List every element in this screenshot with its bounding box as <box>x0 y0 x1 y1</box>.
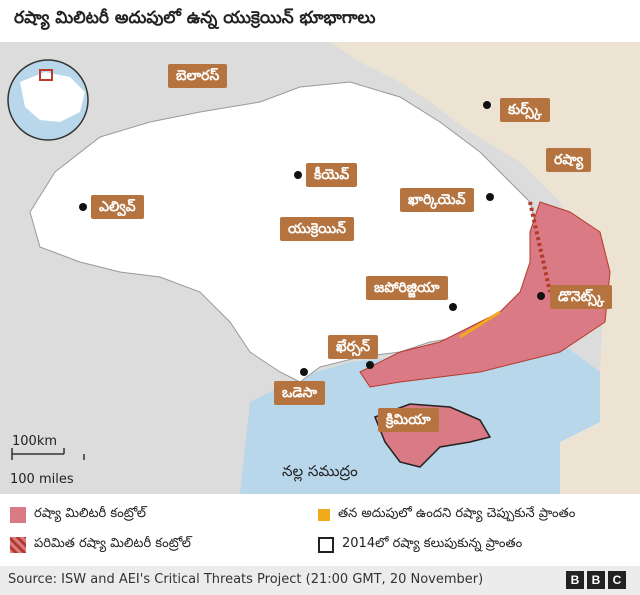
legend-partial: పరిమిత రష్యా మిలిటరీ కంట్రోల్ <box>10 536 191 554</box>
source-text: Source: ISW and AEI's Critical Threats P… <box>8 572 484 587</box>
legend-2014-swatch <box>318 537 334 553</box>
map: బెలారస్ కుర్స్క్ రష్యా కీయెవ్ ఖార్కియెవ్… <box>0 42 640 494</box>
locator-highlight <box>39 69 53 81</box>
label-zaporizhzhia: జపోరిజ్జియా <box>366 276 448 300</box>
legend-control-swatch <box>10 507 26 523</box>
label-kyiv: కీయెవ్ <box>306 163 358 187</box>
locator-globe-land <box>20 72 85 122</box>
russian-control-east <box>359 201 611 388</box>
label-kherson: ఖేర్సన్ <box>328 335 379 359</box>
label-donetsk: డొనెట్స్క్ <box>550 285 613 309</box>
label-kursk: కుర్స్క్ <box>500 98 550 122</box>
bbc-logo-c: C <box>608 571 626 589</box>
label-black-sea: నల్ల సముద్రం <box>282 462 358 480</box>
label-belarus: బెలారస్ <box>168 64 228 88</box>
scale-km: 100km <box>12 434 58 449</box>
label-lviv: ఎల్వివ్ <box>91 195 144 219</box>
footer: Source: ISW and AEI's Critical Threats P… <box>0 566 640 595</box>
kyiv-dot <box>294 171 302 179</box>
legend-claimed-swatch <box>318 509 330 521</box>
bbc-logo: B B C <box>566 571 626 589</box>
label-ukraine: యుక్రెయిన్ <box>280 217 354 241</box>
label-kharkiv: ఖార్కియెవ్ <box>400 188 474 212</box>
scale-miles: 100 miles <box>10 472 74 487</box>
legend-partial-swatch <box>10 537 26 553</box>
donetsk-dot <box>537 292 545 300</box>
bbc-logo-b2: B <box>587 571 605 589</box>
legend-claimed-label: తన అదుపులో ఉందని రష్యా చెప్పుకునే ప్రాంత… <box>338 506 576 521</box>
legend: రష్యా మిలిటరీ కంట్రోల్ పరిమిత రష్యా మిలి… <box>0 494 640 566</box>
odesa-dot <box>300 368 308 376</box>
label-russia: రష్యా <box>546 148 592 172</box>
kursk-dot <box>483 101 491 109</box>
page-title: రష్యా మిలిటరీ అదుపులో ఉన్న యుక్రెయిన్ భూ… <box>14 8 376 28</box>
zaporizhzhia-dot <box>449 303 457 311</box>
legend-partial-label: పరిమిత రష్యా మిలిటరీ కంట్రోల్ <box>34 536 191 551</box>
legend-2014-label: 2014లో రష్యా కలుపుకున్న ప్రాంతం <box>342 536 523 551</box>
kharkiv-dot <box>486 193 494 201</box>
label-crimea: క్రిమియా <box>378 408 439 432</box>
kherson-dot <box>366 361 374 369</box>
lviv-dot <box>79 203 87 211</box>
legend-claimed: తన అదుపులో ఉందని రష్యా చెప్పుకునే ప్రాంత… <box>318 506 575 524</box>
claimed-area-edge <box>459 310 501 339</box>
legend-control: రష్యా మిలిటరీ కంట్రోల్ <box>10 506 146 524</box>
label-odesa: ఒడెసా <box>274 381 326 405</box>
legend-control-label: రష్యా మిలిటరీ కంట్రోల్ <box>34 506 146 521</box>
legend-2014: 2014లో రష్యా కలుపుకున్న ప్రాంతం <box>318 536 522 554</box>
bbc-logo-b1: B <box>566 571 584 589</box>
